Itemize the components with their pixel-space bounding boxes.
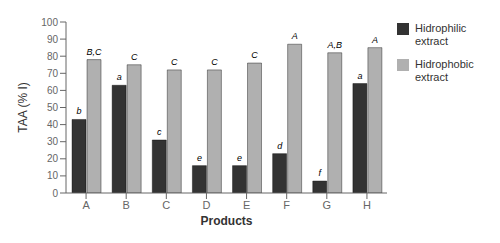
svg-text:H: H [363,199,371,211]
svg-text:C: C [211,57,218,67]
svg-text:40: 40 [47,119,59,130]
svg-text:A: A [82,199,90,211]
svg-text:D: D [202,199,210,211]
svg-text:10: 10 [47,170,59,181]
svg-text:e: e [197,153,202,163]
svg-text:0: 0 [52,188,58,199]
svg-text:C: C [162,199,170,211]
svg-text:80: 80 [47,51,59,62]
svg-text:G: G [323,199,332,211]
svg-text:E: E [243,199,250,211]
svg-text:60: 60 [47,85,59,96]
svg-text:a: a [357,71,362,81]
svg-text:B: B [123,199,130,211]
svg-text:C: C [251,50,258,60]
svg-text:d: d [277,141,283,151]
svg-text:f: f [319,168,323,178]
svg-text:90: 90 [47,34,59,45]
svg-text:TAA (% I): TAA (% I) [16,82,30,132]
svg-text:A: A [291,31,298,41]
svg-text:A: A [371,35,378,45]
svg-text:a: a [117,72,122,82]
svg-text:c: c [157,127,162,137]
svg-text:A,B: A,B [327,40,343,50]
svg-text:100: 100 [41,17,58,28]
svg-text:F: F [283,199,290,211]
svg-text:50: 50 [47,102,59,113]
html-text:Hidrophilic extract: Hidrophilic extract [415,22,467,47]
svg-text:30: 30 [47,136,59,147]
svg-text:20: 20 [47,153,59,164]
html-text:Hidrophobic extract: Hidrophobic extract [415,58,474,83]
svg-text:Products: Products [200,214,252,228]
svg-text:b: b [77,106,82,116]
svg-text:C: C [131,52,138,62]
svg-text:70: 70 [47,68,59,79]
svg-text:B,C: B,C [87,47,103,57]
svg-text:e: e [237,153,242,163]
svg-text:C: C [171,57,178,67]
